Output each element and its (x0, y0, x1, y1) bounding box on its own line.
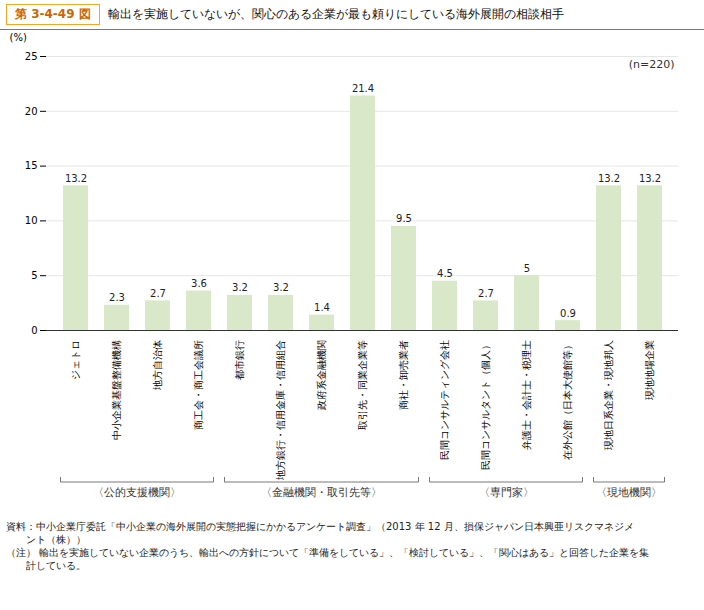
svg-text:5: 5 (524, 263, 530, 274)
svg-text:ジェトロ: ジェトロ (70, 340, 81, 380)
svg-text:都市銀行: 都市銀行 (234, 340, 245, 380)
svg-text:民間コンサルタント（個人）: 民間コンサルタント（個人） (480, 340, 491, 470)
svg-text:25: 25 (25, 51, 38, 62)
svg-text:2.7: 2.7 (478, 288, 494, 299)
svg-text:弁護士・会計士・税理士: 弁護士・会計士・税理士 (521, 340, 532, 450)
html-text:ント（株））: ント（株）） (6, 534, 86, 545)
svg-text:〈金融機関・取引先等〉: 〈金融機関・取引先等〉 (261, 486, 382, 499)
svg-text:1.4: 1.4 (314, 302, 330, 313)
svg-text:2.3: 2.3 (109, 292, 125, 303)
svg-text:5: 5 (31, 270, 37, 281)
svg-text:取引先・同業企業等: 取引先・同業企業等 (357, 340, 368, 430)
svg-text:3.6: 3.6 (191, 278, 207, 289)
svg-text:13.2: 13.2 (65, 173, 87, 184)
svg-text:21.4: 21.4 (352, 83, 374, 94)
svg-text:20: 20 (25, 106, 38, 117)
svg-text:(%): (%) (10, 32, 27, 43)
svg-text:在外公館（日本大使館等）: 在外公館（日本大使館等） (562, 340, 573, 460)
html-text:資料：中小企業庁委託「中小企業の海外展開の実態把握にかかるア: 資料：中小企業庁委託「中小企業の海外展開の実態把握にかかるアンケート調査」（20… (6, 521, 634, 532)
svg-text:政府系金融機関: 政府系金融機関 (316, 340, 327, 410)
html-text:第 3-4-49 図: 第 3-4-49 図 (15, 7, 91, 21)
html-text:輸出を実施していないが、関心のある企業が最も頼りにしている海: 輸出を実施していないが、関心のある企業が最も頼りにしている海外展開の相談相手 (107, 7, 564, 21)
svg-text:商工会・商工会議所: 商工会・商工会議所 (193, 340, 204, 430)
svg-text:9.5: 9.5 (396, 213, 412, 224)
svg-text:10: 10 (25, 215, 38, 226)
svg-text:(n=220): (n=220) (629, 58, 675, 71)
svg-text:〈公的支援機関〉: 〈公的支援機関〉 (93, 486, 181, 499)
svg-text:地方自治体: 地方自治体 (152, 340, 163, 391)
svg-text:13.2: 13.2 (639, 173, 661, 184)
svg-text:〈専門家〉: 〈専門家〉 (479, 486, 534, 499)
svg-text:現地日系企業・現地邦人: 現地日系企業・現地邦人 (603, 340, 614, 450)
svg-text:商社・卸売業者: 商社・卸売業者 (398, 340, 409, 410)
svg-text:地方銀行・信用金庫・信用組合: 地方銀行・信用金庫・信用組合 (275, 340, 286, 481)
svg-text:3.2: 3.2 (273, 282, 289, 293)
svg-text:0: 0 (31, 325, 37, 336)
svg-text:2.7: 2.7 (150, 288, 166, 299)
svg-text:現地地場企業: 現地地場企業 (644, 340, 655, 400)
svg-text:3.2: 3.2 (232, 282, 248, 293)
svg-text:民間コンサルティング会社: 民間コンサルティング会社 (439, 340, 450, 460)
svg-text:15: 15 (25, 160, 38, 171)
svg-text:4.5: 4.5 (437, 268, 453, 279)
html-text:（注） 輸出を実施していない企業のうち、輸出への方針について: （注） 輸出を実施していない企業のうち、輸出への方針について「準備をしている」、… (6, 547, 650, 558)
svg-text:13.2: 13.2 (598, 173, 620, 184)
svg-text:〈現地機関〉: 〈現地機関〉 (596, 486, 662, 499)
svg-text:0.9: 0.9 (560, 308, 576, 319)
svg-text:中小企業基盤整備機構: 中小企業基盤整備機構 (111, 340, 122, 440)
html-text:計している。: 計している。 (6, 560, 86, 571)
